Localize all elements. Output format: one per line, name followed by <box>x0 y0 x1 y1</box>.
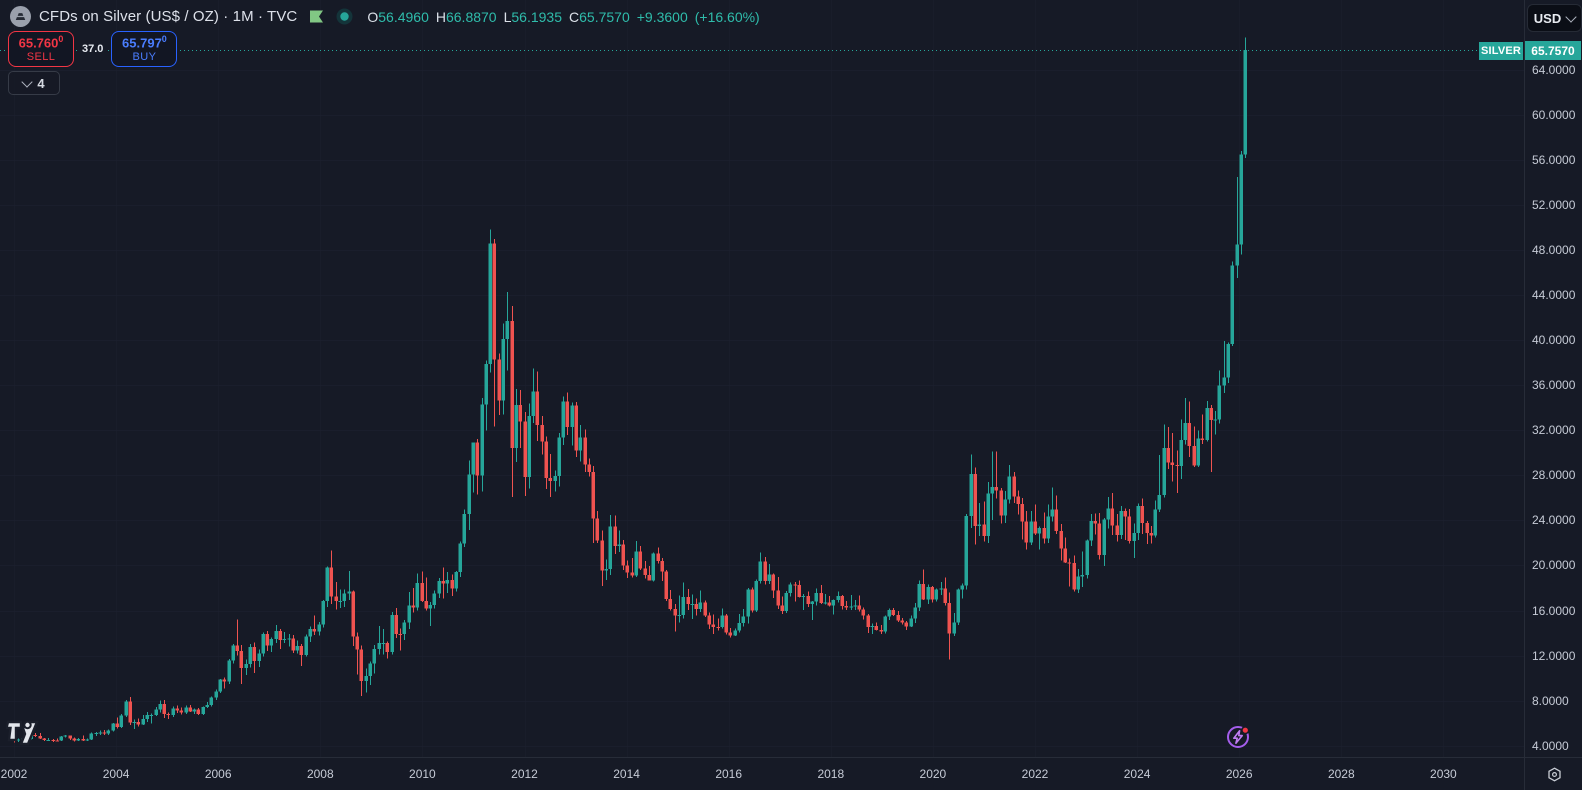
sell-price: 65.760 <box>18 35 59 51</box>
time-tick-label: 2004 <box>102 767 130 781</box>
low-value: 56.1935 <box>511 8 562 25</box>
close-label: C <box>569 8 580 25</box>
chevron-down-icon <box>1565 10 1577 23</box>
ohlc-readout: O56.4960 H66.8870 L56.1935 C65.7570 +9.3… <box>367 9 759 25</box>
price-tick-label: 60.0000 <box>1532 107 1576 122</box>
price-tick-label: 28.0000 <box>1532 468 1576 483</box>
time-tick-label: 2020 <box>919 767 947 781</box>
price-tick-label: 48.0000 <box>1532 243 1576 258</box>
price-tick-label: 4.0000 <box>1532 738 1569 753</box>
time-tick-label: 2022 <box>1021 767 1049 781</box>
high-value: 66.8870 <box>445 8 497 25</box>
time-tick-label: 2018 <box>817 767 845 781</box>
price-tick-label: 16.0000 <box>1532 603 1576 618</box>
boost-spark-button[interactable] <box>1224 723 1252 751</box>
chart-legend-header: CFDs on Silver (US$ / OZ) · 1M · TVC O56… <box>10 6 760 27</box>
candlestick-chart[interactable] <box>0 0 1524 757</box>
currency-selector-button[interactable]: USD <box>1527 4 1582 32</box>
time-tick-label: 2024 <box>1123 767 1151 781</box>
time-tick-label: 2002 <box>0 767 28 781</box>
market-status-dot-icon[interactable] <box>336 8 353 25</box>
time-tick-label: 2030 <box>1430 767 1457 781</box>
time-tick-label: 2028 <box>1327 767 1355 781</box>
price-tick-label: 32.0000 <box>1532 423 1576 438</box>
chart-settings-gear-icon[interactable] <box>1546 766 1563 783</box>
time-tick-label: 2006 <box>204 767 232 781</box>
time-tick-label: 2014 <box>613 767 640 781</box>
price-tick-label: 20.0000 <box>1532 558 1576 573</box>
buy-price-superscript: 0 <box>161 34 167 45</box>
price-tick-label: 8.0000 <box>1532 693 1569 708</box>
close-value: 65.7570 <box>579 8 630 25</box>
collapsed-indicators-button[interactable]: 4 <box>8 71 60 95</box>
instrument-logo-icon[interactable] <box>10 6 31 27</box>
price-tick-label: 40.0000 <box>1532 333 1576 348</box>
time-tick-label: 2008 <box>306 767 334 781</box>
change-value: +9.3600 <box>636 8 688 25</box>
change-percent: (+16.60%) <box>694 8 760 25</box>
current-price-badge: 65.7570 <box>1525 41 1581 60</box>
price-tick-label: 24.0000 <box>1532 513 1576 528</box>
currency-value: USD <box>1533 10 1562 26</box>
time-tick-label: 2016 <box>715 767 743 781</box>
chevron-down-icon <box>21 75 34 88</box>
symbol-price-label-badge: SILVER <box>1479 41 1523 60</box>
chart-plot-area[interactable] <box>0 0 1524 757</box>
sell-label: SELL <box>26 51 56 64</box>
low-label: L <box>503 8 512 25</box>
price-tick-label: 36.0000 <box>1532 378 1576 393</box>
sell-price-superscript: 0 <box>58 34 64 45</box>
price-axis[interactable]: 65.7570 64.0000 60.0000 56.0000 52.0000 48.0… <box>1524 0 1582 757</box>
time-tick-label: 2012 <box>511 767 538 781</box>
sell-button[interactable]: 65.7600 SELL <box>8 31 74 67</box>
open-value: 56.4960 <box>378 8 429 25</box>
spread-value: 37.0 <box>77 41 109 57</box>
time-axis[interactable]: 2002 2004 2006 2008 2010 2012 2014 2016 2018 2020… <box>0 757 1524 790</box>
price-tick-label: 44.0000 <box>1532 288 1576 303</box>
axis-corner <box>1524 757 1582 790</box>
time-tick-label: 2010 <box>409 767 436 781</box>
symbol-title[interactable]: CFDs on Silver (US$ / OZ) · 1M · TVC <box>39 8 298 25</box>
price-tick-label: 56.0000 <box>1532 152 1576 167</box>
collapsed-indicators-count: 4 <box>37 75 45 91</box>
buy-button[interactable]: 65.7970 BUY <box>111 31 178 67</box>
flag-icon[interactable] <box>309 10 324 23</box>
high-label: H <box>435 8 446 25</box>
open-label: O <box>367 8 379 25</box>
trade-panel: 65.7600 SELL 37.0 65.7970 BUY <box>8 31 178 67</box>
price-tick-label: 52.0000 <box>1532 198 1576 213</box>
tradingview-watermark-logo <box>4 714 40 751</box>
buy-price: 65.797 <box>122 35 162 51</box>
price-tick-label: 64.0000 <box>1532 62 1576 77</box>
buy-label: BUY <box>132 51 157 64</box>
price-tick-label: 12.0000 <box>1532 648 1576 663</box>
time-tick-label: 2026 <box>1225 767 1253 781</box>
